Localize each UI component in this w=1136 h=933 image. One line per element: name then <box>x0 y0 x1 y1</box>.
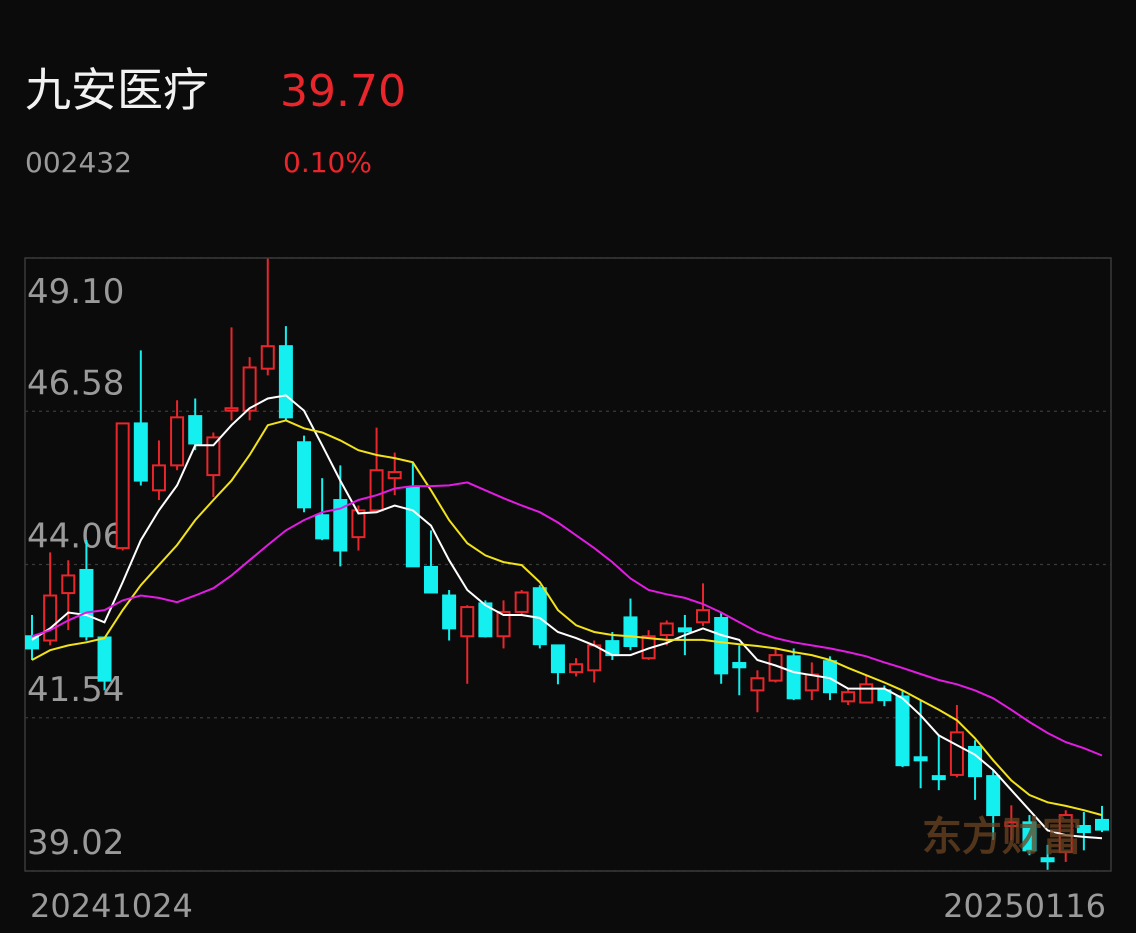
candle-body <box>97 636 112 682</box>
candle-body <box>297 441 312 509</box>
watermark: 东方财富 <box>922 814 1082 860</box>
candle-body <box>986 775 1001 817</box>
candle-body <box>550 644 565 674</box>
candle-body <box>61 574 76 595</box>
candle-body <box>569 663 584 674</box>
candle-body <box>460 606 475 638</box>
candle-body <box>423 565 438 594</box>
candle-body <box>532 587 547 646</box>
candle-body <box>1076 824 1091 834</box>
stock-name: 九安医疗 <box>25 63 209 117</box>
moving-average-line <box>31 419 1103 817</box>
candle-body <box>387 471 402 480</box>
candle-body <box>315 514 330 540</box>
candle-body <box>1004 821 1019 827</box>
candle-body <box>895 695 910 767</box>
candle-body <box>732 662 747 669</box>
candle-body <box>714 617 729 675</box>
candle-body <box>170 416 185 467</box>
y-tick-label: 39.02 <box>27 823 124 863</box>
candle-body <box>949 731 964 776</box>
candle-body <box>442 594 457 630</box>
candle-body <box>260 345 275 370</box>
moving-average-line <box>31 481 1103 757</box>
candle-body <box>369 469 384 512</box>
candle-body <box>1022 821 1037 852</box>
candle-body <box>877 689 892 702</box>
candle-body <box>968 745 983 778</box>
candle-body <box>43 594 58 642</box>
candle-body <box>79 568 94 638</box>
candle-body <box>333 499 348 552</box>
candle-body <box>859 683 874 704</box>
candle-body <box>496 610 511 638</box>
candle-body <box>224 407 239 412</box>
candle-body <box>206 436 221 477</box>
y-tick-label: 46.58 <box>27 363 124 403</box>
x-tick-label: 20241024 <box>30 887 193 925</box>
candle-body <box>151 464 166 492</box>
candle-body <box>750 677 765 692</box>
candle-body <box>514 591 529 613</box>
x-tick-label: 20250116 <box>943 887 1106 925</box>
candle-body <box>931 775 946 781</box>
candle-body <box>188 415 203 445</box>
candle-body <box>913 756 928 762</box>
candle-body <box>478 602 493 638</box>
candle-body <box>677 627 692 633</box>
price-change: 0.10% <box>283 146 372 179</box>
stock-price: 39.70 <box>280 66 406 117</box>
candle-body <box>278 345 293 419</box>
y-tick-label: 44.06 <box>27 517 124 557</box>
candle-body <box>115 422 130 550</box>
candle-body <box>623 616 638 647</box>
candle-body <box>786 655 801 700</box>
candle-body <box>841 691 856 703</box>
candle-body <box>804 673 819 692</box>
candle-body <box>1040 857 1055 863</box>
candle-body <box>696 609 711 624</box>
candle-body <box>242 366 257 412</box>
candle-body <box>133 422 148 482</box>
candle-body <box>587 644 602 672</box>
candle-body <box>1095 818 1109 831</box>
y-tick-label: 49.10 <box>27 272 124 312</box>
moving-average-line <box>31 394 1103 840</box>
stock-code: 002432 <box>25 146 132 179</box>
candle-body <box>659 622 674 637</box>
candle-body <box>351 509 366 539</box>
candle-body <box>405 486 420 568</box>
